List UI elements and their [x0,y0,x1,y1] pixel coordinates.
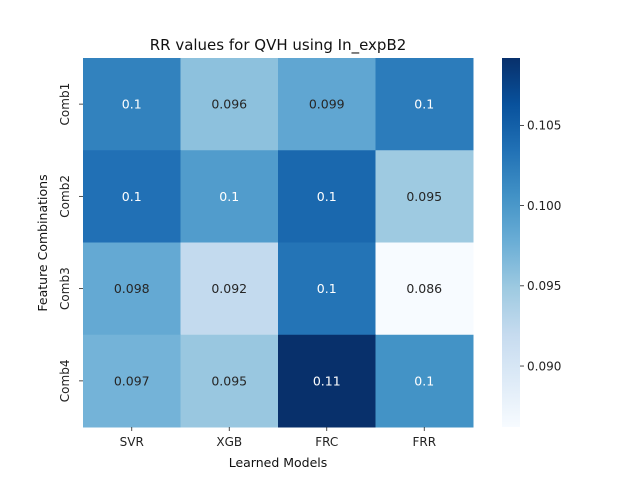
heatmap-cell [375,334,474,428]
heatmap-cell [83,58,181,151]
heatmap-cell [83,242,181,336]
heatmap-cells [83,58,474,428]
y-tick-label: Comb4 [58,360,72,403]
heatmap-cell [180,58,279,151]
heatmap-cell [375,58,474,151]
heatmap-cell [278,58,376,151]
x-tick-label: XGB [216,435,242,449]
cell-value-label: 0.1 [219,189,239,204]
heatmap-cell [278,150,376,243]
heatmap-cell-labels: 0.1 0.096 0.099 0.1 0.1 0.1 0.1 0.095 0.098 0.092… [114,97,442,389]
cell-value-label: 0.11 [313,373,341,388]
heatmap-cell [278,242,376,336]
heatmap-cell [375,242,474,336]
heatmap-cell [180,150,279,243]
heatmap-cell [180,242,279,336]
heatmap-cell [278,334,376,428]
colorbar-tick-label: 0.105 [527,119,561,133]
cell-value-label: 0.099 [309,97,345,112]
x-tick-label: FRC [315,435,338,449]
colorbar-ticks: 0.090 0.095 0.100 0.105 [520,119,561,373]
x-tick-label: FRR [412,435,436,449]
colorbar-tick-label: 0.090 [527,359,561,373]
y-tick-label: Comb3 [58,267,72,310]
cell-value-label: 0.095 [211,373,247,388]
y-axis-ticks: Comb1 Comb2 Comb3 Comb4 [58,83,83,402]
colorbar-tick-label: 0.100 [527,199,561,213]
heatmap-cell [375,150,474,243]
x-axis-label: Learned Models [229,455,328,470]
colorbar [502,58,520,427]
cell-value-label: 0.1 [317,189,337,204]
cell-value-label: 0.098 [114,281,150,296]
cell-value-label: 0.092 [211,281,247,296]
y-tick-label: Comb2 [58,175,72,218]
cell-value-label: 0.097 [114,373,150,388]
colorbar-tick-label: 0.095 [527,279,561,293]
y-tick-label: Comb1 [58,83,72,126]
heatmap-cell [180,334,279,428]
chart-title: RR values for QVH using In_expB2 [150,36,407,55]
cell-value-label: 0.1 [414,373,434,388]
y-axis-label: Feature Combinations [35,174,50,311]
heatmap-cell [83,334,181,428]
cell-value-label: 0.1 [317,281,337,296]
x-axis-ticks: SVR XGB FRC FRR [120,427,436,449]
cell-value-label: 0.095 [406,189,442,204]
cell-value-label: 0.096 [211,97,247,112]
x-tick-label: SVR [120,435,144,449]
cell-value-label: 0.086 [406,281,442,296]
heatmap-cell [83,150,181,243]
cell-value-label: 0.1 [122,189,142,204]
cell-value-label: 0.1 [414,97,434,112]
cell-value-label: 0.1 [122,97,142,112]
